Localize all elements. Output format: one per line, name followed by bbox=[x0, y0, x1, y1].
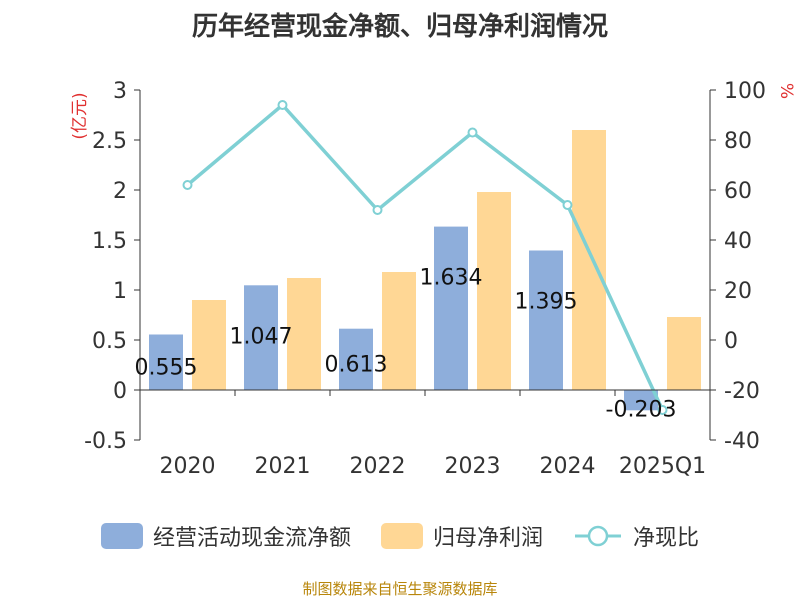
bar-profit-2023 bbox=[477, 192, 511, 390]
left-tick-label: 1 bbox=[113, 279, 127, 304]
bar-cash-2023 bbox=[434, 226, 468, 390]
left-tick-label: 2 bbox=[113, 179, 127, 204]
bar-profit-2025Q1 bbox=[667, 317, 701, 390]
left-tick-label: 1.5 bbox=[92, 229, 127, 254]
ratio-point-2024 bbox=[562, 200, 573, 210]
data-label-cash-2024: 1.395 bbox=[515, 290, 578, 315]
bar-cash-2021 bbox=[244, 285, 278, 390]
legend-swatch-ratio bbox=[575, 525, 621, 547]
legend-item-profit[interactable]: 归母净利润 bbox=[380, 520, 543, 552]
legend: 经营活动现金流净额 归母净利润 净现比 bbox=[0, 519, 800, 553]
bar-cash-2020 bbox=[149, 334, 183, 390]
left-tick-label: 3 bbox=[113, 79, 127, 104]
left-tick-label: 0 bbox=[113, 379, 127, 404]
left-tick-label: -0.5 bbox=[84, 429, 127, 454]
legend-swatch-profit bbox=[380, 523, 423, 549]
bar-cash-2025Q1 bbox=[624, 390, 658, 411]
right-tick-label: 0 bbox=[724, 329, 738, 354]
x-tick-label: 2023 bbox=[445, 454, 501, 479]
ratio-point-2023 bbox=[467, 127, 478, 138]
left-tick-label: 0.5 bbox=[92, 329, 127, 354]
bar-cash-2022 bbox=[339, 328, 373, 390]
legend-label-ratio: 净现比 bbox=[633, 526, 700, 551]
x-tick-label: 2024 bbox=[540, 454, 596, 479]
ratio-point-2022 bbox=[372, 205, 383, 215]
legend-label-cash: 经营活动现金流净额 bbox=[152, 526, 351, 551]
right-tick-label: 40 bbox=[724, 229, 752, 254]
data-label-cash-2020: 0.555 bbox=[135, 355, 198, 380]
data-label-cash-2021: 1.047 bbox=[230, 324, 293, 349]
ratio-line bbox=[186, 103, 665, 411]
chart-title: 历年经营现金净额、归母净利润情况 bbox=[191, 12, 608, 42]
legend-item-ratio[interactable]: 净现比 bbox=[573, 520, 699, 552]
x-tick-label: 2020 bbox=[160, 454, 216, 479]
ratio-point-2020 bbox=[182, 180, 193, 190]
legend-item-cash[interactable]: 经营活动现金流净额 bbox=[100, 520, 351, 552]
right-tick-label: 20 bbox=[724, 279, 752, 304]
legend-swatch-cash bbox=[100, 523, 143, 549]
left-tick-label: 2.5 bbox=[92, 129, 127, 154]
bar-profit-2022 bbox=[382, 272, 416, 390]
bar-profit-2020 bbox=[192, 300, 226, 390]
right-tick-label: -20 bbox=[724, 379, 760, 404]
data-label-cash-2025Q1: -0.203 bbox=[606, 397, 677, 422]
data-label-cash-2023: 1.634 bbox=[420, 266, 483, 291]
bar-profit-2024 bbox=[572, 130, 606, 390]
right-axis-unit: % bbox=[776, 83, 796, 99]
left-axis-unit: (亿元) bbox=[70, 92, 90, 139]
data-label-cash-2022: 0.613 bbox=[325, 352, 388, 377]
bar-profit-2021 bbox=[287, 278, 321, 390]
x-tick-label: 2021 bbox=[255, 454, 311, 479]
right-tick-label: -40 bbox=[724, 429, 760, 454]
right-tick-label: 60 bbox=[724, 179, 752, 204]
x-tick-label: 2022 bbox=[350, 454, 406, 479]
x-tick-label: 2025Q1 bbox=[619, 454, 706, 479]
right-tick-label: 100 bbox=[724, 79, 766, 104]
ratio-point-2021 bbox=[277, 100, 288, 110]
source-note: 制图数据来自恒生聚源数据库 bbox=[302, 580, 498, 598]
right-tick-label: 80 bbox=[724, 129, 752, 154]
bar-cash-2024 bbox=[529, 250, 563, 390]
legend-label-profit: 归母净利润 bbox=[432, 526, 543, 551]
ratio-point-2025Q1 bbox=[657, 405, 668, 415]
